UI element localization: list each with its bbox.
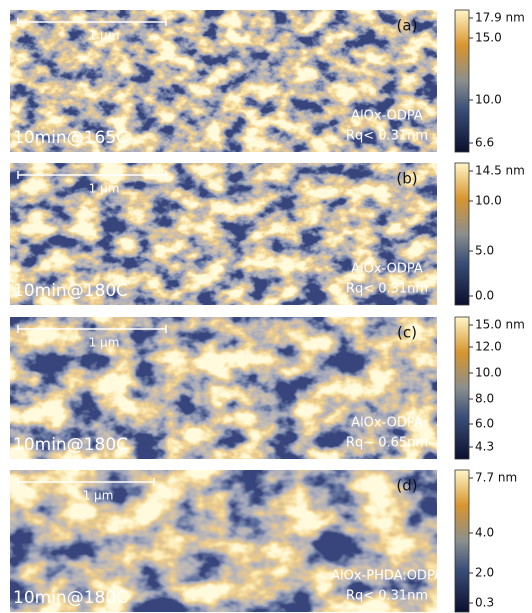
- roughness: Rq< 0.31nm: [346, 129, 428, 144]
- scale-bar-label: 1 µm: [89, 182, 120, 196]
- material: AlOx-ODPA: [351, 262, 423, 277]
- colorbar-label: 10.0: [475, 194, 502, 208]
- material: AlOx-ODPA: [351, 109, 423, 124]
- afm-image: [10, 10, 437, 152]
- panel-label: (a): [397, 17, 418, 35]
- colorbar-label: 12.0: [475, 340, 502, 354]
- colorbar-label: 15.0: [475, 31, 502, 45]
- panel: 1 µm (c) 10min@180C AlOx-ODPA Rq~ 0.65nm 15.0…: [10, 316, 525, 460]
- colorbar-label: 15.0 nm: [475, 318, 525, 332]
- colorbar: [454, 9, 470, 153]
- afm-image: [10, 317, 437, 459]
- colorbar-label: 6.0: [475, 417, 494, 431]
- colorbar-label: 10.0: [475, 93, 502, 107]
- colorbar: [454, 469, 470, 613]
- colorbar-label: 7.7 nm: [475, 471, 517, 485]
- roughness: Rq< 0.31nm: [346, 282, 428, 297]
- condition: 10min@180C: [13, 281, 128, 301]
- material: AlOx-ODPA: [351, 416, 423, 431]
- colorbar-label: 5.0: [475, 244, 494, 258]
- colorbar-label: 4.3: [475, 440, 494, 454]
- colorbar-label: 17.9 nm: [475, 11, 525, 25]
- colorbar-label: 14.5 nm: [475, 164, 525, 178]
- colorbar-label: 0.3: [475, 596, 494, 610]
- scale-bar-label: 1 µm: [83, 489, 114, 503]
- colorbar: [454, 162, 470, 306]
- colorbar: [454, 316, 470, 460]
- roughness: Rq~ 0.65nm: [346, 436, 428, 451]
- panel: 1 µm (d) 10min@180C AlOx-PHDA:ODPA Rq< 0.31n…: [10, 469, 517, 613]
- colorbar-label: 2.0: [475, 566, 494, 580]
- scale-bar-label: 1 µm: [89, 336, 120, 350]
- panel-label: (d): [396, 477, 417, 495]
- colorbar-label: 4.0: [475, 526, 494, 540]
- panel: 1 µm (a) 10min@165C AlOx-ODPA Rq< 0.31nm 17.9…: [10, 9, 525, 153]
- afm-image: [10, 470, 437, 612]
- colorbar-label: 10.0: [475, 366, 502, 380]
- panel-label: (c): [397, 324, 417, 342]
- colorbar-label: 6.6: [475, 136, 494, 150]
- condition: 10min@180C: [13, 588, 128, 608]
- condition: 10min@180C: [13, 435, 128, 455]
- colorbar-label: 0.0: [475, 289, 494, 303]
- colorbar-label: 8.0: [475, 392, 494, 406]
- scale-bar-label: 1 µm: [89, 29, 120, 43]
- afm-image: [10, 163, 437, 305]
- roughness: Rq< 0.31nm: [346, 589, 428, 604]
- panel-label: (b): [396, 170, 417, 188]
- condition: 10min@165C: [13, 128, 128, 148]
- material: AlOx-PHDA:ODPA: [331, 569, 443, 584]
- panel: 1 µm (b) 10min@180C AlOx-ODPA Rq< 0.31nm 14.5…: [10, 162, 525, 306]
